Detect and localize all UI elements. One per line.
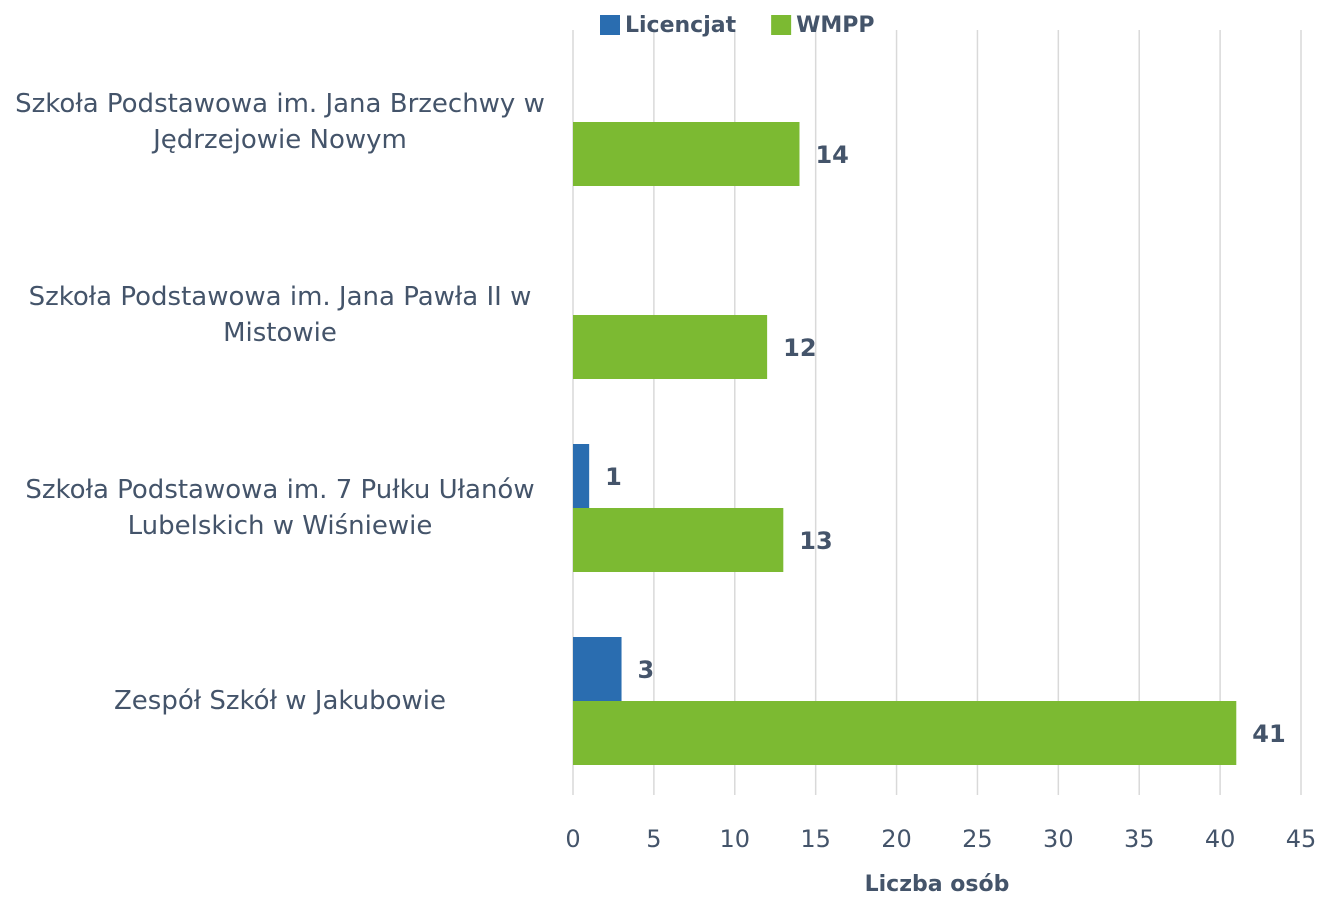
bar [573,315,768,379]
data-label: 13 [799,527,832,555]
y-tick-label: Szkoła Podstawowa im. 7 Pułku Ułanów Lub… [25,475,535,541]
x-tick-label: 30 [1043,825,1074,853]
y-tick-label: Zespół Szkół w Jakubowie [113,686,447,716]
x-tick-label: 35 [1124,825,1155,853]
x-tick-label: 20 [881,825,912,853]
data-label: 3 [638,656,655,684]
x-tick-label: 15 [800,825,831,853]
legend-label: Licencjat [625,13,737,38]
bar [573,122,800,186]
y-tick-label: Szkoła Podstawowa im. Jana Pawła II w Mi… [28,282,532,348]
data-label: 1 [605,463,622,491]
x-tick-label: 25 [962,825,993,853]
legend-label: WMPP [796,13,874,38]
legend-swatch [771,15,792,35]
x-tick-label: 5 [646,825,661,853]
y-tick-label: Szkoła Podstawowa im. Jana Brzechwy w Ję… [15,89,545,155]
x-tick-label: 40 [1205,825,1236,853]
data-label: 14 [815,141,848,169]
bar [573,701,1237,765]
bar [573,508,784,572]
x-tick-label: 10 [720,825,751,853]
bar [573,444,590,508]
x-tick-label: 45 [1286,825,1317,853]
legend-swatch [600,15,620,35]
bar [573,637,622,701]
x-axis-title: Liczba osób [865,872,1010,897]
data-label: 12 [783,334,816,362]
data-label: 41 [1252,720,1285,748]
x-tick-label: 0 [565,825,580,853]
